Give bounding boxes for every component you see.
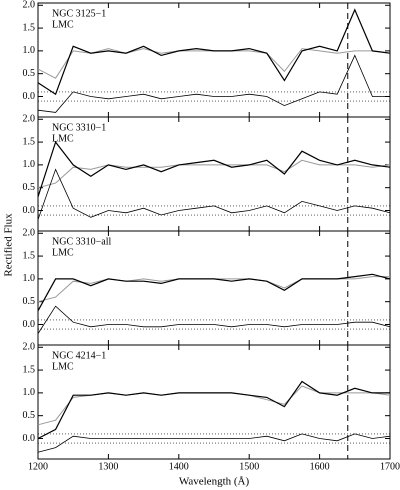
panel-label: NGC 3310−1	[52, 122, 106, 133]
panel-label: LMC	[52, 133, 74, 144]
panel-label: LMC	[52, 247, 74, 258]
y-tick-label: 1.0	[23, 45, 36, 56]
panel-label: NGC 3125−1	[52, 8, 106, 19]
y-tick-label: 2.0	[23, 114, 36, 125]
spectrum-line	[37, 385, 391, 426]
x-tick-label: 1700	[380, 461, 400, 472]
y-tick-label: 0.5	[23, 410, 36, 421]
spectrum-line	[37, 54, 390, 113]
y-tick-label: 0.5	[23, 296, 36, 307]
y-tick-label: 1.0	[23, 159, 36, 170]
spectrum-line	[37, 305, 391, 334]
x-tick-label: 1400	[169, 461, 189, 472]
y-tick-label: 1.0	[23, 387, 36, 398]
y-axis-label: Rectified Flux	[3, 213, 15, 277]
panel-frame	[37, 230, 391, 346]
y-tick-label: 0.0	[23, 433, 36, 444]
x-tick-label: 1600	[310, 461, 330, 472]
y-tick-label: 0.0	[23, 205, 36, 216]
y-tick-label: 1.5	[23, 364, 36, 375]
x-tick-label: 1300	[98, 461, 118, 472]
x-axis-label: Wavelength (Å)	[179, 476, 250, 488]
spectrum-line	[37, 433, 391, 453]
y-tick-label: 2.0	[23, 342, 36, 353]
y-tick-label: 1.5	[23, 250, 36, 261]
spectrum-line	[37, 276, 390, 303]
spectrum-line	[37, 8, 391, 96]
panel-frame	[37, 344, 391, 460]
y-tick-label: 0.5	[23, 68, 36, 79]
spectrum-line	[37, 380, 390, 440]
spectrum-line	[37, 273, 391, 312]
y-tick-label: 1.0	[23, 273, 36, 284]
x-tick-label: 1500	[239, 461, 259, 472]
y-tick-label: 1.5	[23, 136, 36, 147]
spectrum-line	[37, 168, 391, 220]
panel-frame	[37, 2, 391, 118]
y-tick-label: 2.0	[23, 228, 36, 239]
panel-frame	[37, 116, 391, 232]
panel-label: NGC 4214−1	[52, 350, 106, 361]
y-tick-label: 0.0	[23, 319, 36, 330]
y-tick-label: 0.0	[23, 91, 36, 102]
spectrum-line	[37, 159, 391, 189]
panel-label: LMC	[52, 19, 74, 30]
y-tick-label: 0.5	[23, 182, 36, 193]
panel-label: NGC 3310−all	[52, 236, 111, 247]
x-tick-label: 1200	[28, 461, 48, 472]
y-tick-label: 2.0	[23, 0, 36, 11]
y-tick-label: 1.5	[23, 22, 36, 33]
spectrum-line	[37, 140, 391, 197]
panel-label: LMC	[52, 361, 74, 372]
